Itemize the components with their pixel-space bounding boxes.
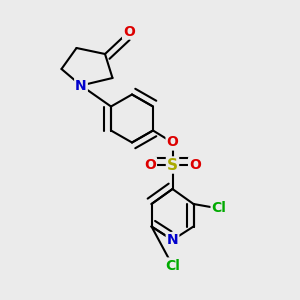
Text: Cl: Cl bbox=[212, 202, 226, 215]
Text: O: O bbox=[189, 158, 201, 172]
Text: N: N bbox=[75, 79, 87, 92]
Text: Cl: Cl bbox=[165, 259, 180, 272]
Text: O: O bbox=[123, 25, 135, 38]
Text: S: S bbox=[167, 158, 178, 172]
Text: N: N bbox=[167, 233, 178, 247]
Text: O: O bbox=[167, 136, 178, 149]
Text: O: O bbox=[144, 158, 156, 172]
